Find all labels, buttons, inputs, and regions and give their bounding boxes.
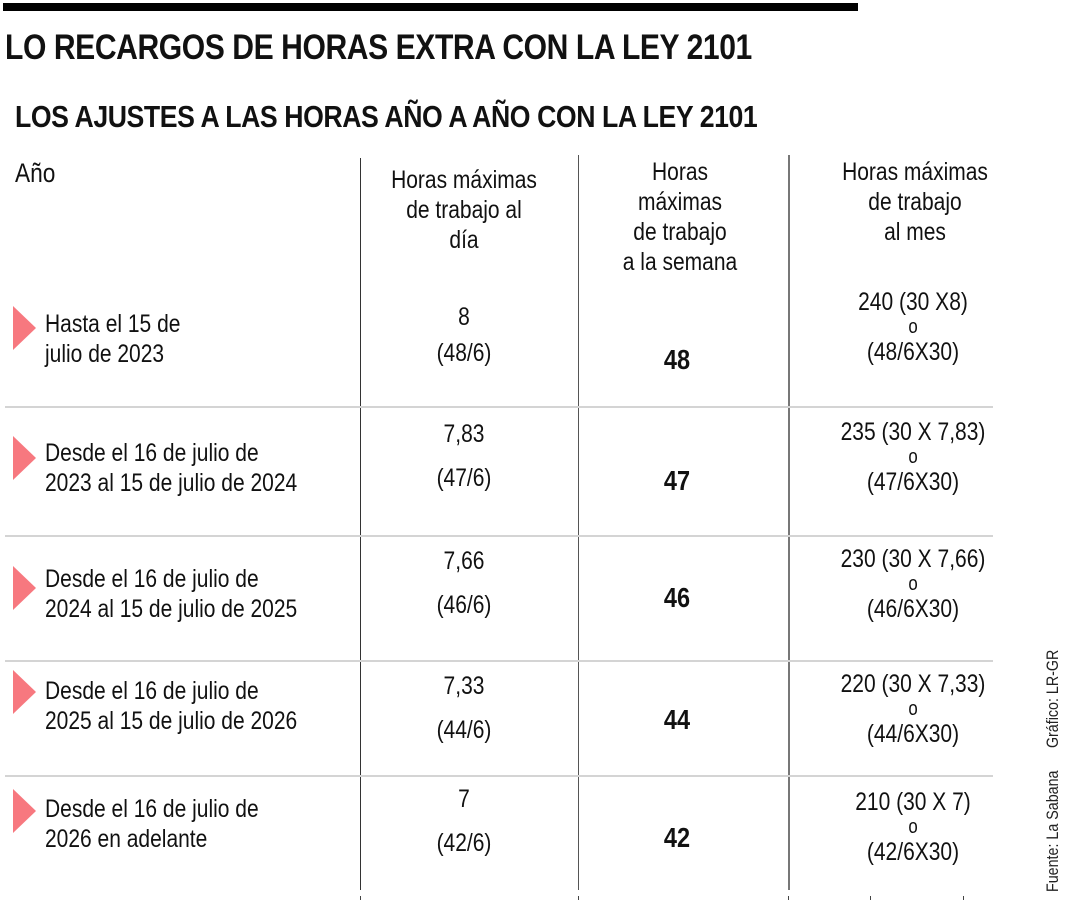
daily-cell: 8 (48/6) xyxy=(436,303,492,367)
daily-cell: 7 (42/6) xyxy=(436,785,492,857)
page-title: LO RECARGOS DE HORAS EXTRA CON LA LEY 21… xyxy=(5,28,752,67)
monthly-cell: 235 (30 X 7,83) o (47/6X30) xyxy=(840,418,986,497)
column-header-monthly: Horas máximas de trabajo al mes xyxy=(842,158,988,246)
column-divider xyxy=(360,158,361,890)
arrow-bullet-icon xyxy=(13,670,36,714)
period-cell: Desde el 16 de julio de 2026 en adelante xyxy=(45,795,259,853)
column-divider xyxy=(578,155,579,890)
column-divider-stub xyxy=(578,896,579,900)
arrow-bullet-icon xyxy=(13,436,36,480)
column-divider-stub xyxy=(788,896,789,900)
monthly-cell: 230 (30 X 7,66) o (46/6X30) xyxy=(840,545,986,624)
column-header-daily: Horas máximas de trabajo al día xyxy=(391,166,537,254)
arrow-bullet-icon xyxy=(13,789,36,833)
weekly-cell: 46 xyxy=(663,582,691,613)
period-cell: Desde el 16 de julio de 2023 al 15 de ju… xyxy=(45,439,298,497)
weekly-cell: 47 xyxy=(663,465,691,496)
weekly-cell: 42 xyxy=(663,822,691,853)
column-divider-stub xyxy=(360,896,361,900)
top-rule xyxy=(3,3,858,11)
weekly-cell: 48 xyxy=(663,344,691,375)
period-cell: Desde el 16 de julio de 2024 al 15 de ju… xyxy=(45,565,298,623)
arrow-bullet-icon xyxy=(13,566,36,610)
row-divider xyxy=(5,775,993,777)
column-divider-stub xyxy=(870,896,871,900)
period-cell: Hasta el 15 de julio de 2023 xyxy=(45,310,181,368)
row-divider xyxy=(5,535,993,537)
monthly-cell: 240 (30 X8) o (48/6X30) xyxy=(858,288,968,367)
column-header-weekly: Horas máximas de trabajo a la semana xyxy=(622,158,738,276)
column-divider-stub xyxy=(963,896,964,900)
column-header-year: Año xyxy=(15,158,56,188)
monthly-cell: 210 (30 X 7) o (42/6X30) xyxy=(855,788,971,867)
arrow-bullet-icon xyxy=(13,306,36,350)
column-divider xyxy=(788,155,790,890)
monthly-cell: 220 (30 X 7,33) o (44/6X30) xyxy=(840,670,986,749)
daily-cell: 7,33 (44/6) xyxy=(436,672,492,744)
daily-cell: 7,66 (46/6) xyxy=(436,547,492,619)
row-divider xyxy=(5,660,993,662)
weekly-cell: 44 xyxy=(663,704,691,735)
period-cell: Desde el 16 de julio de 2025 al 15 de ju… xyxy=(45,677,298,735)
credits: Fuente: La Sabana Gráfico: LR-GR xyxy=(1043,631,1063,892)
source-credit: Fuente: La Sabana xyxy=(1043,770,1062,892)
graphic-credit: Gráfico: LR-GR xyxy=(1043,649,1062,749)
page-subtitle: LOS AJUSTES A LAS HORAS AÑO A AÑO CON LA… xyxy=(15,99,758,134)
row-divider xyxy=(5,406,993,408)
daily-cell: 7,83 (47/6) xyxy=(436,420,492,492)
